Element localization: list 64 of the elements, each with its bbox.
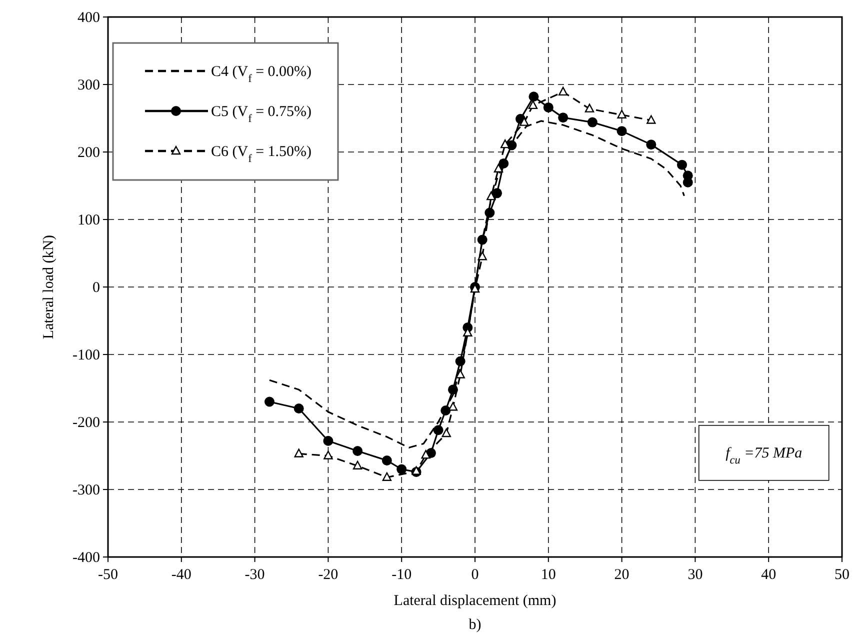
point xyxy=(456,370,465,378)
point xyxy=(352,460,362,470)
x-tick-label: -20 xyxy=(318,567,338,583)
text: b) xyxy=(468,617,482,633)
point xyxy=(543,102,554,112)
point xyxy=(440,406,451,416)
point xyxy=(448,402,458,411)
point xyxy=(500,139,510,148)
point xyxy=(421,450,430,459)
point xyxy=(528,100,538,110)
y-tick-label: 100 xyxy=(78,212,100,228)
y-tick-label: -100 xyxy=(72,348,100,364)
point xyxy=(294,404,304,414)
point xyxy=(294,448,304,458)
point xyxy=(324,450,333,460)
point xyxy=(442,428,451,438)
y-tick-label: 0 xyxy=(92,280,100,296)
y-tick-label: 400 xyxy=(78,10,100,26)
point xyxy=(455,356,466,366)
point xyxy=(587,117,598,128)
point xyxy=(682,177,693,188)
point xyxy=(352,446,363,456)
annotation: f$_{cu}$ =75 MPa xyxy=(726,445,802,466)
y-tick-label: 200 xyxy=(78,145,100,161)
point xyxy=(478,252,487,260)
y-axis-title: Lateral load (kN) xyxy=(41,234,57,340)
point xyxy=(528,92,539,102)
legend-label: C6 (V$_{f}$ = 1.50%) xyxy=(211,144,312,165)
x-tick-label: 40 xyxy=(761,567,776,583)
point xyxy=(676,160,687,170)
point xyxy=(494,164,504,172)
x-tick-label: -50 xyxy=(98,567,118,583)
x-tick-label: -40 xyxy=(171,567,192,583)
x-axis-title: Lateral displacement (mm) xyxy=(394,593,556,609)
point xyxy=(584,104,594,112)
y-tick-label: -200 xyxy=(72,415,100,431)
point xyxy=(617,110,626,118)
point xyxy=(433,425,444,436)
x-tick-label: -30 xyxy=(244,567,265,583)
x-tick-label: 30 xyxy=(688,567,703,583)
x-tick-label: 0 xyxy=(471,567,479,583)
point xyxy=(396,464,407,474)
legend-label: C4 (V$_{f}$ = 0.00%) xyxy=(211,64,312,85)
point xyxy=(646,115,656,124)
point xyxy=(382,472,392,481)
point xyxy=(558,86,568,96)
y-tick-label: -400 xyxy=(72,550,100,566)
point xyxy=(492,188,502,198)
y-tick-label: 300 xyxy=(78,78,100,94)
point xyxy=(486,191,496,200)
x-tick-label: 10 xyxy=(540,567,556,583)
legend-label: C5 (V$_{f}$ = 0.75%) xyxy=(211,104,312,125)
point xyxy=(323,436,334,446)
point xyxy=(264,396,274,407)
point xyxy=(646,140,656,150)
x-tick-label: 50 xyxy=(834,567,850,583)
x-tick-label: 20 xyxy=(614,567,630,583)
point xyxy=(616,126,627,136)
x-tick-label: -10 xyxy=(392,567,412,583)
point xyxy=(448,384,458,395)
point xyxy=(382,455,392,466)
point xyxy=(558,112,568,123)
point xyxy=(520,117,529,126)
y-tick-label: -300 xyxy=(72,482,100,498)
